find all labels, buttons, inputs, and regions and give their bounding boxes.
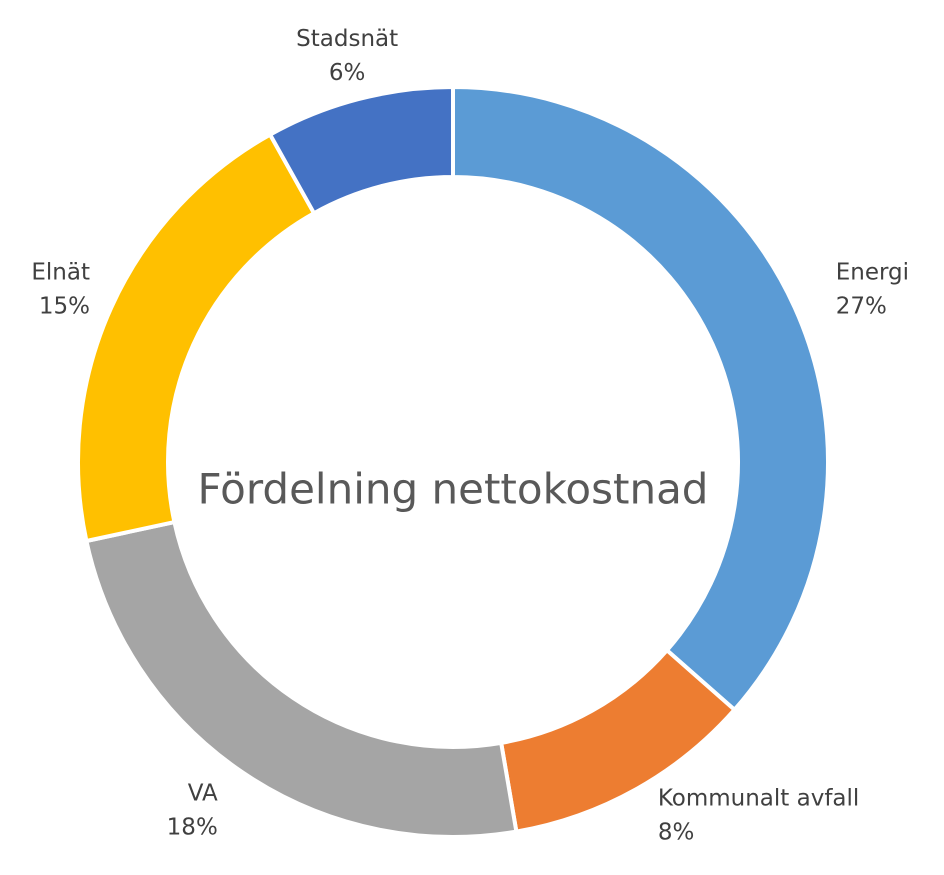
slice-value-label: 27%: [836, 294, 887, 320]
slice-label: Stadsnät: [296, 26, 398, 52]
slice-value-label: 6%: [329, 60, 366, 86]
chart-title: Fördelning nettokostnad: [198, 465, 709, 514]
slice-value-label: 18%: [167, 814, 218, 840]
donut-slice: [267, 84, 455, 216]
slice-label: Kommunalt avfall: [658, 786, 859, 812]
slice-label: Elnät: [31, 260, 90, 286]
slice-label: VA: [188, 780, 218, 806]
slice-value-label: 15%: [39, 294, 90, 320]
slice-label: Energi: [836, 260, 909, 286]
slice-value-label: 8%: [658, 820, 695, 846]
donut-slice: [84, 519, 519, 839]
donut-slice: [451, 84, 830, 713]
